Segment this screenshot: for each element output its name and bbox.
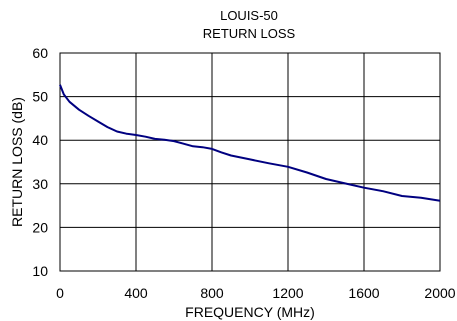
y-tick-label: 30 <box>32 176 48 192</box>
y-tick-label: 40 <box>32 132 48 148</box>
y-axis-label: RETURN LOSS (dB) <box>9 97 25 227</box>
series-layer <box>59 84 441 202</box>
x-tick-label: 1600 <box>348 285 379 301</box>
grid-lines <box>60 53 440 271</box>
x-tick-label: 1200 <box>272 285 303 301</box>
x-tick-label: 400 <box>124 285 148 301</box>
y-tick-label: 20 <box>32 219 48 235</box>
x-axis-label: FREQUENCY (MHz) <box>185 304 315 320</box>
return-loss-line <box>59 84 441 202</box>
chart-title-line-1: LOUIS-50 <box>220 8 278 23</box>
plot-area <box>59 52 441 272</box>
chart-title-line-2: RETURN LOSS <box>203 26 296 41</box>
y-tick-label: 60 <box>32 45 48 61</box>
tick-labels: 0 400 800 1200 1600 2000 10 20 30 40 50 60 <box>32 45 455 301</box>
x-tick-label: 800 <box>200 285 224 301</box>
y-tick-label: 10 <box>32 263 48 279</box>
x-tick-label: 0 <box>56 285 64 301</box>
x-tick-label: 2000 <box>424 285 455 301</box>
y-tick-label: 50 <box>32 89 48 105</box>
